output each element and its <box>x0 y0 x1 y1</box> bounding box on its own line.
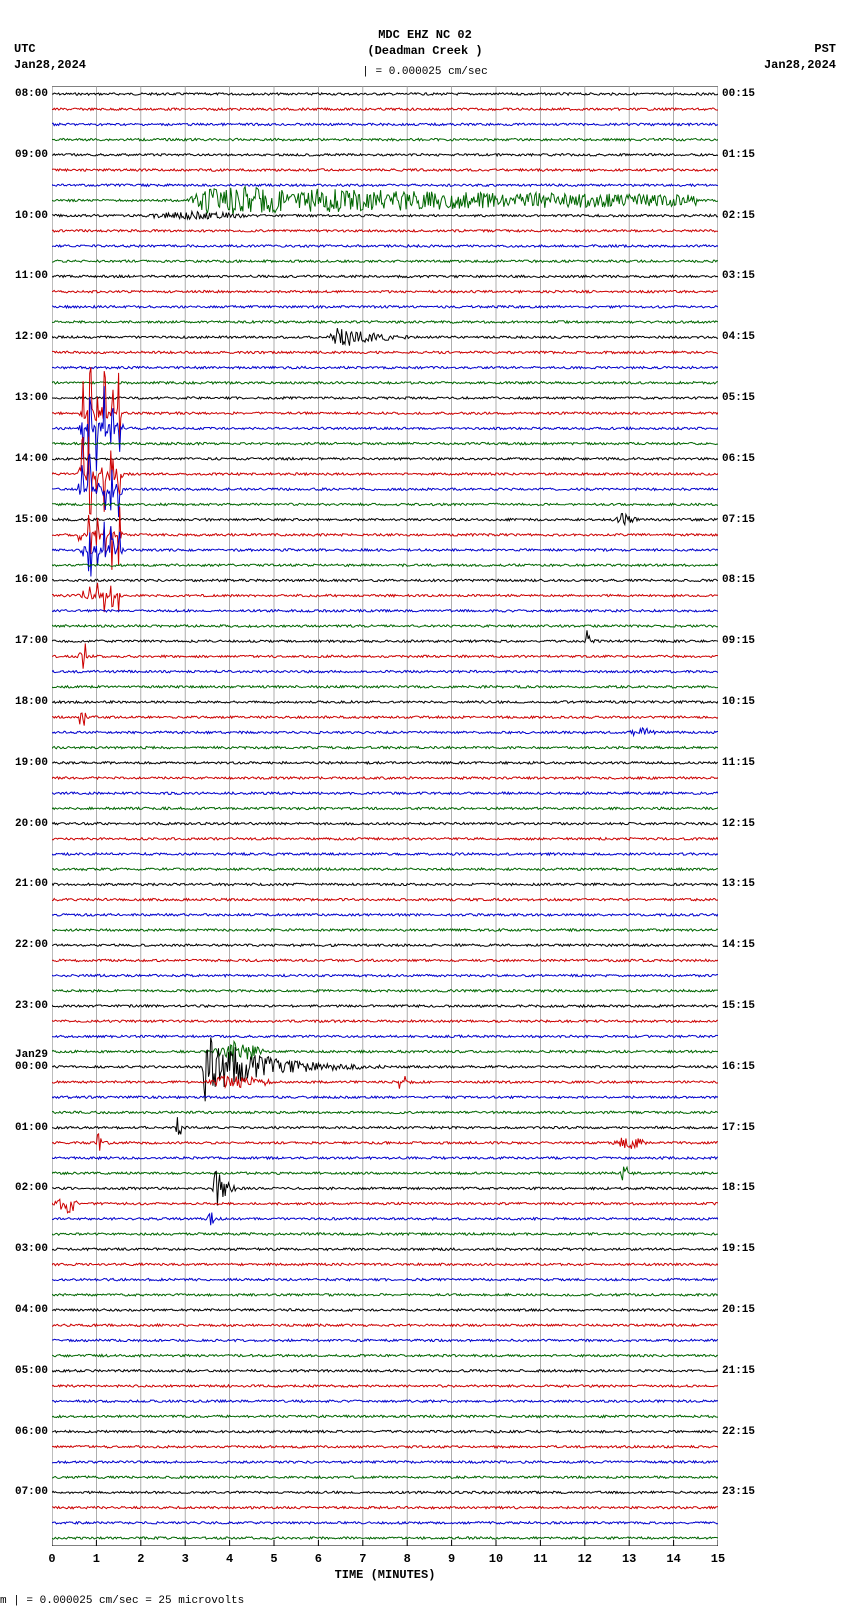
left-hour-label: 17:00 <box>15 635 48 647</box>
right-hour-label: 07:15 <box>722 514 755 526</box>
left-hour-label: 16:00 <box>15 574 48 586</box>
right-hour-label: 09:15 <box>722 635 755 647</box>
x-tick-label: 15 <box>711 1552 725 1566</box>
left-hour-label: 07:00 <box>15 1486 48 1498</box>
xaxis-title: TIME (MINUTES) <box>52 1568 718 1582</box>
right-hour-label: 03:15 <box>722 270 755 282</box>
left-hour-label: 13:00 <box>15 392 48 404</box>
left-hour-label: 11:00 <box>15 270 48 282</box>
left-hour-label: 15:00 <box>15 514 48 526</box>
x-tick-label: 8 <box>404 1552 411 1566</box>
left-hour-label: 23:00 <box>15 1000 48 1012</box>
x-tick-label: 7 <box>359 1552 366 1566</box>
seismogram-page: UTC Jan28,2024 PST Jan28,2024 MDC EHZ NC… <box>0 0 850 1613</box>
scale-line: | = 0.000025 cm/sec <box>0 65 850 79</box>
right-hour-label: 13:15 <box>722 878 755 890</box>
footer-marker: | <box>13 1595 20 1607</box>
x-tick-label: 10 <box>489 1552 503 1566</box>
left-hour-label: 06:00 <box>15 1426 48 1438</box>
right-hour-label: 10:15 <box>722 696 755 708</box>
footer-text: = 0.000025 cm/sec = 25 microvolts <box>20 1595 244 1607</box>
left-hour-label: 14:00 <box>15 453 48 465</box>
scale-text: = 0.000025 cm/sec <box>369 66 488 78</box>
right-hour-label: 21:15 <box>722 1365 755 1377</box>
x-tick-label: 5 <box>270 1552 277 1566</box>
right-hour-label: 05:15 <box>722 392 755 404</box>
right-hour-label: 00:15 <box>722 88 755 100</box>
left-hour-label: 09:00 <box>15 149 48 161</box>
left-day-label: Jan29 <box>15 1049 48 1061</box>
seismogram-svg <box>52 86 718 1546</box>
station-line: MDC EHZ NC 02 <box>0 28 850 44</box>
left-hour-label: 10:00 <box>15 210 48 222</box>
right-hour-label: 14:15 <box>722 939 755 951</box>
seismogram-plot: TIME (MINUTES) 08:0000:1509:0001:1510:00… <box>52 86 718 1546</box>
right-hour-label: 20:15 <box>722 1304 755 1316</box>
left-hour-label: 04:00 <box>15 1304 48 1316</box>
right-hour-label: 18:15 <box>722 1182 755 1194</box>
right-hour-label: 06:15 <box>722 453 755 465</box>
x-tick-label: 4 <box>226 1552 233 1566</box>
left-hour-label: 05:00 <box>15 1365 48 1377</box>
right-hour-label: 19:15 <box>722 1243 755 1255</box>
x-tick-label: 14 <box>666 1552 680 1566</box>
x-tick-label: 2 <box>137 1552 144 1566</box>
left-hour-label: 08:00 <box>15 88 48 100</box>
right-hour-label: 01:15 <box>722 149 755 161</box>
right-hour-label: 15:15 <box>722 1000 755 1012</box>
right-hour-label: 17:15 <box>722 1122 755 1134</box>
left-hour-label: 21:00 <box>15 878 48 890</box>
x-tick-label: 11 <box>533 1552 547 1566</box>
header-block: MDC EHZ NC 02 (Deadman Creek ) | = 0.000… <box>0 28 850 79</box>
right-hour-label: 16:15 <box>722 1061 755 1073</box>
x-tick-label: 13 <box>622 1552 636 1566</box>
x-tick-label: 12 <box>578 1552 592 1566</box>
right-hour-label: 23:15 <box>722 1486 755 1498</box>
footer-scale: m | = 0.000025 cm/sec = 25 microvolts <box>0 1595 244 1607</box>
left-hour-label: 19:00 <box>15 757 48 769</box>
right-hour-label: 02:15 <box>722 210 755 222</box>
left-hour-label: 20:00 <box>15 818 48 830</box>
left-hour-label: 12:00 <box>15 331 48 343</box>
right-hour-label: 11:15 <box>722 757 755 769</box>
x-tick-label: 6 <box>315 1552 322 1566</box>
left-hour-label: 03:00 <box>15 1243 48 1255</box>
left-hour-label: 00:00 <box>15 1061 48 1073</box>
left-hour-label: 01:00 <box>15 1122 48 1134</box>
right-hour-label: 04:15 <box>722 331 755 343</box>
left-hour-label: 02:00 <box>15 1182 48 1194</box>
left-hour-label: 22:00 <box>15 939 48 951</box>
right-hour-label: 22:15 <box>722 1426 755 1438</box>
x-tick-label: 3 <box>182 1552 189 1566</box>
x-tick-label: 0 <box>48 1552 55 1566</box>
x-tick-label: 1 <box>93 1552 100 1566</box>
left-hour-label: 18:00 <box>15 696 48 708</box>
right-hour-label: 08:15 <box>722 574 755 586</box>
location-line: (Deadman Creek ) <box>0 44 850 60</box>
x-tick-label: 9 <box>448 1552 455 1566</box>
footer-prefix: m <box>0 1595 13 1607</box>
scale-marker: | <box>362 66 369 78</box>
right-hour-label: 12:15 <box>722 818 755 830</box>
